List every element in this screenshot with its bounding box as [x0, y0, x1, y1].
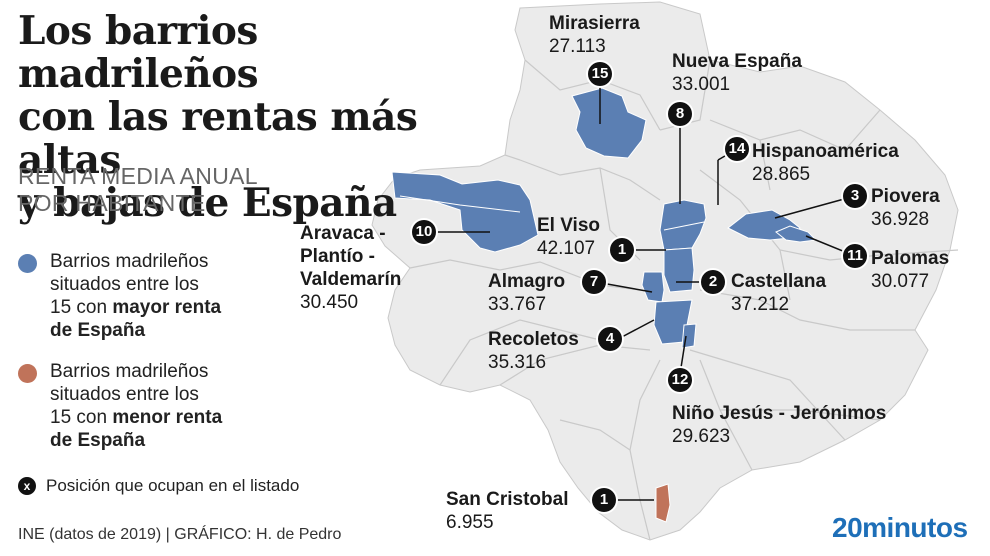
legend-low-text: Barrios madrileños situados entre los 15…	[50, 360, 290, 452]
legend-line: Barrios madrileños	[50, 361, 209, 382]
legend-bold: de España	[50, 430, 146, 451]
label-aravaca: Aravaca - Plantío - Valdemarín 30.450	[300, 222, 401, 314]
area-aravaca	[391, 171, 539, 253]
legend-bold: menor renta	[112, 407, 223, 428]
high-income-swatch	[18, 254, 37, 273]
label-nino-jesus: Niño Jesús - Jerónimos 29.623	[672, 402, 886, 448]
rank-badge-san-cristobal: 1	[592, 488, 616, 512]
legend-bold: mayor renta	[112, 297, 222, 318]
label-piovera: Piovera 36.928	[871, 185, 940, 231]
neighborhood-value: 37.212	[731, 294, 790, 315]
legend-prefix: 15 con	[50, 297, 113, 318]
rank-badge-nino-jesus: 12	[668, 368, 692, 392]
subtitle-line: RENTA MEDIA ANUAL	[18, 163, 258, 189]
neighborhood-name: Almagro	[488, 271, 566, 292]
label-recoletos: Recoletos 35.316	[488, 328, 579, 374]
low-income-swatch	[18, 364, 37, 383]
neighborhood-value: 6.955	[446, 512, 494, 533]
rank-badge-piovera: 3	[843, 184, 867, 208]
label-palomas: Palomas 30.077	[871, 247, 949, 293]
position-note-text: Posición que ocupan en el listado	[46, 476, 300, 495]
subtitle-line: POR HABITANTE	[18, 190, 206, 216]
label-castellana: Castellana 37.212	[731, 270, 826, 316]
neighborhood-name: Piovera	[871, 186, 940, 207]
neighborhood-name: Mirasierra	[549, 13, 640, 34]
label-nueva-espana: Nueva España 33.001	[672, 50, 802, 96]
label-hispanoamerica: Hispanoamérica 28.865	[752, 140, 899, 186]
neighborhood-value: 36.928	[871, 209, 930, 230]
neighborhood-name: Nueva España	[672, 51, 802, 72]
rank-badge-el-viso: 1	[610, 238, 634, 262]
neighborhood-value: 30.077	[871, 271, 930, 292]
neighborhood-value: 33.001	[672, 74, 731, 95]
legend-line: Barrios madrileños	[50, 251, 209, 272]
title-line: Los barrios madrileños	[18, 8, 259, 97]
neighborhood-name: Palomas	[871, 248, 950, 269]
rank-badge-palomas: 11	[843, 244, 867, 268]
rank-badge-almagro: 7	[582, 270, 606, 294]
neighborhood-name: Aravaca -	[300, 223, 386, 244]
legend-line: 15 con mayor renta	[50, 296, 290, 319]
neighborhood-name: El Viso	[537, 215, 601, 236]
legend-line: situados entre los	[50, 384, 199, 405]
label-el-viso: El Viso 42.107	[537, 214, 600, 260]
neighborhood-value: 27.113	[549, 36, 606, 57]
rank-badge-castellana: 2	[701, 270, 725, 294]
position-note: x Posición que ocupan en el listado	[18, 476, 299, 496]
neighborhood-name: Plantío -	[300, 246, 375, 267]
area-san-cristobal	[655, 483, 671, 523]
area-el-viso	[659, 199, 707, 251]
neighborhood-value: 28.865	[752, 164, 811, 185]
label-mirasierra: Mirasierra 27.113	[549, 12, 640, 58]
label-almagro: Almagro 33.767	[488, 270, 565, 316]
legend-prefix: 15 con	[50, 407, 113, 428]
rank-badge-aravaca: 10	[412, 220, 436, 244]
position-symbol-icon: x	[18, 477, 36, 495]
neighborhood-name: Valdemarín	[300, 269, 402, 290]
area-mirasierra	[571, 87, 647, 159]
neighborhood-value: 29.623	[672, 426, 731, 447]
high-income-areas	[391, 87, 818, 349]
legend-line: situados entre los	[50, 274, 199, 295]
neighborhood-name: Niño Jesús - Jerónimos	[672, 403, 887, 424]
page-title: Los barrios madrileños con las rentas má…	[18, 10, 498, 225]
rank-badge-nueva-espana: 8	[668, 102, 692, 126]
label-san-cristobal: San Cristobal 6.955	[446, 488, 568, 534]
area-castellana	[663, 247, 695, 293]
neighborhood-value: 30.450	[300, 292, 359, 313]
legend-high-text: Barrios madrileños situados entre los 15…	[50, 250, 290, 342]
title-line: y bajas de España	[18, 180, 397, 226]
source-credit: INE (datos de 2019) | GRÁFICO: H. de Ped…	[18, 526, 342, 543]
rank-badge-recoletos: 4	[598, 327, 622, 351]
brand-logo: 20minutos	[832, 512, 968, 543]
neighborhood-name: San Cristobal	[446, 489, 569, 510]
neighborhood-name: Castellana	[731, 271, 827, 292]
neighborhood-value: 33.767	[488, 294, 547, 315]
rank-badge-mirasierra: 15	[588, 62, 612, 86]
neighborhood-value: 42.107	[537, 238, 596, 259]
neighborhood-name: Hispanoamérica	[752, 141, 899, 162]
neighborhood-name: Recoletos	[488, 329, 579, 350]
rank-badge-hispanoamerica: 14	[725, 137, 749, 161]
subtitle: RENTA MEDIA ANUAL POR HABITANTE	[18, 163, 258, 217]
title-line: con las rentas más altas	[18, 94, 418, 183]
legend-bold: de España	[50, 320, 146, 341]
neighborhood-value: 35.316	[488, 352, 547, 373]
legend-line: 15 con menor renta	[50, 406, 290, 429]
